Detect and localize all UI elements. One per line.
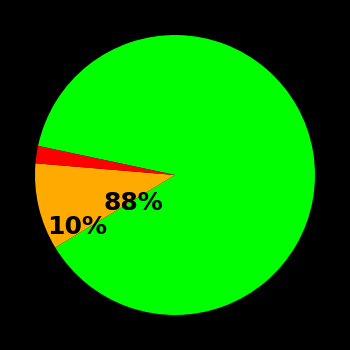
Text: 10%: 10% — [47, 216, 107, 239]
Wedge shape — [35, 163, 175, 247]
Text: 88%: 88% — [103, 191, 163, 215]
Wedge shape — [38, 35, 315, 315]
Wedge shape — [35, 146, 175, 175]
